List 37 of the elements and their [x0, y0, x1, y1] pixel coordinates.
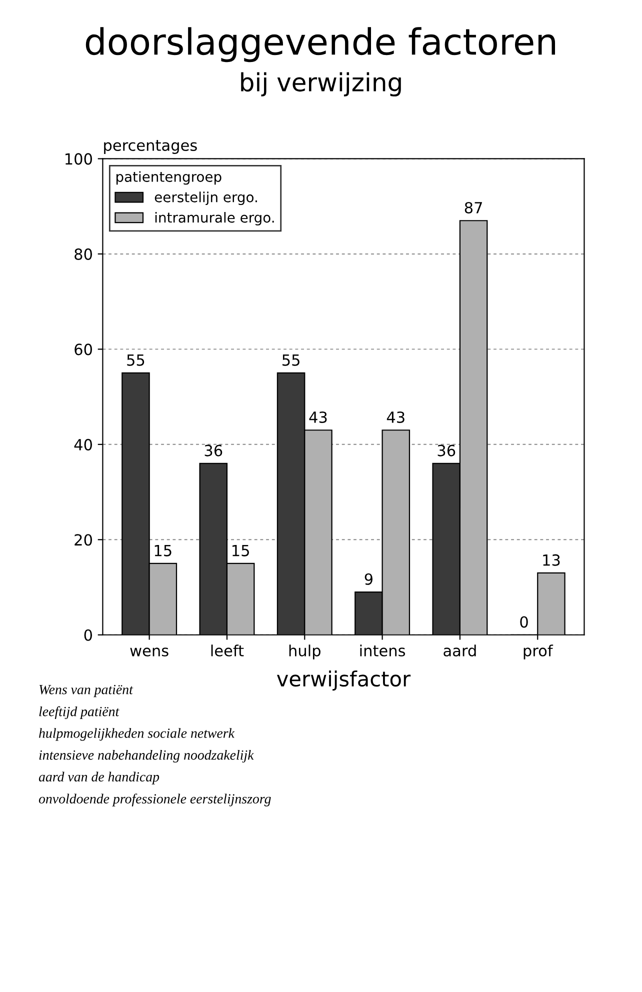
data-label: 55 [282, 354, 300, 366]
legend-title: patientengroep [116, 171, 222, 185]
text: onvoldoende professionele eerstelijnszorg [38, 794, 271, 806]
x-tick-label: prof [524, 644, 554, 660]
data-label: 9 [364, 573, 372, 585]
legend-label: eerstelijn ergo. [154, 192, 257, 206]
data-label: 15 [232, 544, 249, 556]
data-label: 87 [464, 202, 482, 214]
data-label: 36 [438, 444, 456, 456]
y-tick-label: 20 [74, 534, 92, 546]
chart-title: doorslaggevende factoren [86, 27, 556, 62]
x-tick-label: wens [130, 648, 168, 656]
x-axis-title: verwijsfactor [276, 670, 411, 691]
y-tick-label: 60 [74, 344, 92, 356]
x-tick-label: intens [360, 644, 406, 656]
legend-label: intramurale ergo. [155, 212, 274, 226]
data-label: 55 [127, 354, 144, 366]
data-label: 13 [543, 554, 560, 566]
y-tick-label: 0 [84, 629, 92, 641]
data-label: 36 [204, 444, 222, 456]
x-tick-label: hulp [289, 644, 320, 660]
chart-subtitle: bij verwijzing [241, 72, 401, 96]
data-label: 43 [309, 411, 327, 424]
text: Wens van patiënt [39, 684, 134, 698]
text: aard van de handicap [38, 772, 160, 784]
data-label: 0 [520, 616, 528, 628]
data-label: 43 [386, 411, 404, 424]
text: intensieve nabehandeling noodzakelijk [39, 750, 254, 763]
y-tick-label: 100 [66, 153, 92, 165]
y-tick-label: 80 [74, 248, 92, 260]
data-label: 15 [154, 544, 172, 556]
x-tick-label: leeft [211, 644, 244, 656]
text: leeftijd patiënt [39, 706, 120, 720]
text: hulpmogelijkheden sociale netwerk [39, 728, 235, 741]
y-axis-title: percentages [104, 140, 197, 154]
x-tick-label: aard [444, 644, 476, 656]
y-tick-label: 40 [74, 438, 92, 450]
